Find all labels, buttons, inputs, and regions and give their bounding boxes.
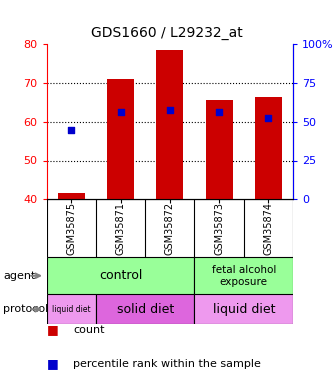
Text: protocol: protocol <box>3 304 49 314</box>
Bar <box>58 194 85 199</box>
Point <box>69 126 74 132</box>
Text: ■: ■ <box>47 357 58 370</box>
Bar <box>205 100 233 199</box>
Bar <box>255 97 282 199</box>
Text: ■: ■ <box>47 324 58 336</box>
Bar <box>194 294 293 324</box>
Bar <box>156 50 183 199</box>
Text: agent: agent <box>3 271 36 281</box>
Point <box>118 109 123 115</box>
Text: fetal alcohol
exposure: fetal alcohol exposure <box>211 265 276 286</box>
Text: liquid diet: liquid diet <box>52 305 91 314</box>
Point <box>167 107 172 113</box>
Text: control: control <box>99 269 142 282</box>
Bar <box>194 257 293 294</box>
Text: percentile rank within the sample: percentile rank within the sample <box>73 359 261 369</box>
Text: GSM35873: GSM35873 <box>214 202 224 255</box>
Text: GSM35875: GSM35875 <box>66 202 76 255</box>
Text: GSM35872: GSM35872 <box>165 202 175 255</box>
Text: count: count <box>73 325 105 335</box>
Bar <box>107 79 134 199</box>
Bar <box>96 294 194 324</box>
Bar <box>47 257 194 294</box>
Text: GSM35871: GSM35871 <box>116 202 126 255</box>
Point <box>216 109 222 115</box>
Text: liquid diet: liquid diet <box>212 303 275 316</box>
Text: GDS1660 / L29232_at: GDS1660 / L29232_at <box>91 27 242 40</box>
Point <box>266 115 271 121</box>
Bar <box>47 294 96 324</box>
Text: GSM35874: GSM35874 <box>263 202 273 255</box>
Text: solid diet: solid diet <box>117 303 174 316</box>
